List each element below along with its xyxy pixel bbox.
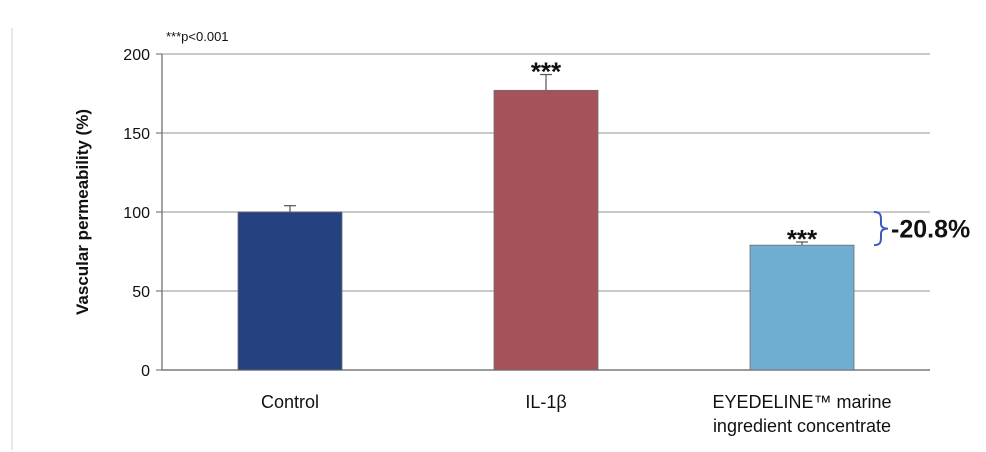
error-bars [284, 73, 808, 246]
y-tick-labels: 0 50 100 150 200 [123, 47, 150, 380]
category-label: Control [261, 392, 319, 412]
bar [749, 244, 855, 371]
significance-labels: *** *** [531, 57, 818, 254]
x-category-labels: Control IL-1β EYEDELINE™ marine ingredient … [261, 392, 892, 436]
category-label: IL-1β [525, 392, 566, 412]
y-tick-label: 150 [123, 126, 150, 143]
y-tick-label: 50 [132, 284, 150, 301]
y-tick-label: 0 [141, 363, 150, 380]
bars [237, 89, 855, 371]
bar [493, 89, 599, 371]
y-tick-label: 100 [123, 205, 150, 222]
significance-marker: *** [531, 57, 562, 87]
significance-marker: *** [787, 224, 818, 254]
bar [237, 211, 343, 371]
y-axis-label: Vascular permeability (%) [73, 109, 92, 315]
y-tick-label: 200 [123, 47, 150, 64]
reduction-annotation: -20.8% [891, 216, 970, 244]
category-label: EYEDELINE™ marine [712, 392, 891, 412]
reduction-bracket-icon [873, 211, 889, 247]
category-label: ingredient concentrate [713, 416, 891, 436]
significance-note: ***p<0.001 [166, 29, 229, 44]
